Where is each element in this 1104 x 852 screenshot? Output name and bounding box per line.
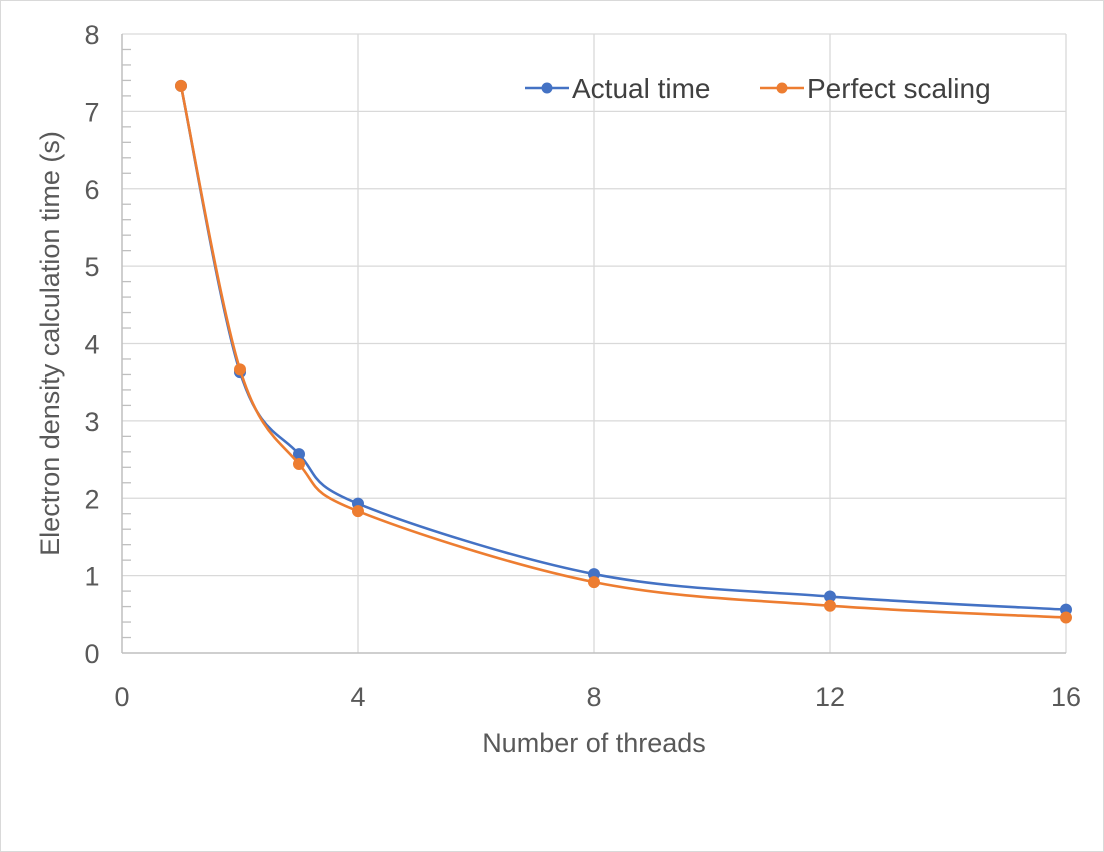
y-tick-label: 0 (84, 639, 99, 669)
data-point (1060, 611, 1072, 624)
x-tick-label: 4 (350, 682, 365, 712)
y-tick-label: 7 (84, 97, 99, 127)
y-axis-title: Electron density calculation time (s) (35, 131, 65, 556)
legend-swatch-marker (541, 82, 553, 94)
gridlines (122, 33, 1067, 653)
x-axis-title: Number of threads (482, 728, 706, 758)
series-group (175, 79, 1072, 624)
data-point (352, 505, 364, 518)
data-point (588, 576, 600, 589)
y-tick-label: 4 (84, 330, 99, 360)
data-point (175, 79, 187, 92)
y-tick-label: 2 (84, 484, 99, 514)
y-tick-label: 6 (84, 175, 99, 205)
series-1 (175, 79, 1072, 624)
legend-item: Perfect scaling (760, 73, 991, 104)
data-point (234, 363, 246, 376)
x-tick-label: 12 (815, 682, 845, 712)
legend-swatch-marker (776, 82, 788, 94)
legend-label: Perfect scaling (807, 73, 991, 104)
legend-item: Actual time (525, 73, 711, 104)
data-point (293, 457, 305, 470)
series-line (179, 84, 1068, 611)
data-point (824, 599, 836, 612)
series-line (179, 84, 1068, 619)
y-tick-label: 5 (84, 252, 99, 282)
y-tick-label: 8 (84, 20, 99, 50)
legend: Actual time Perfect scaling (525, 73, 991, 104)
y-tick-label: 1 (84, 562, 99, 592)
x-tick-label: 16 (1051, 682, 1081, 712)
series-0 (175, 79, 1072, 616)
x-tick-label: 0 (114, 682, 129, 712)
y-tick-label: 3 (84, 407, 99, 437)
x-tick-label: 8 (586, 682, 601, 712)
legend-label: Actual time (572, 73, 711, 104)
